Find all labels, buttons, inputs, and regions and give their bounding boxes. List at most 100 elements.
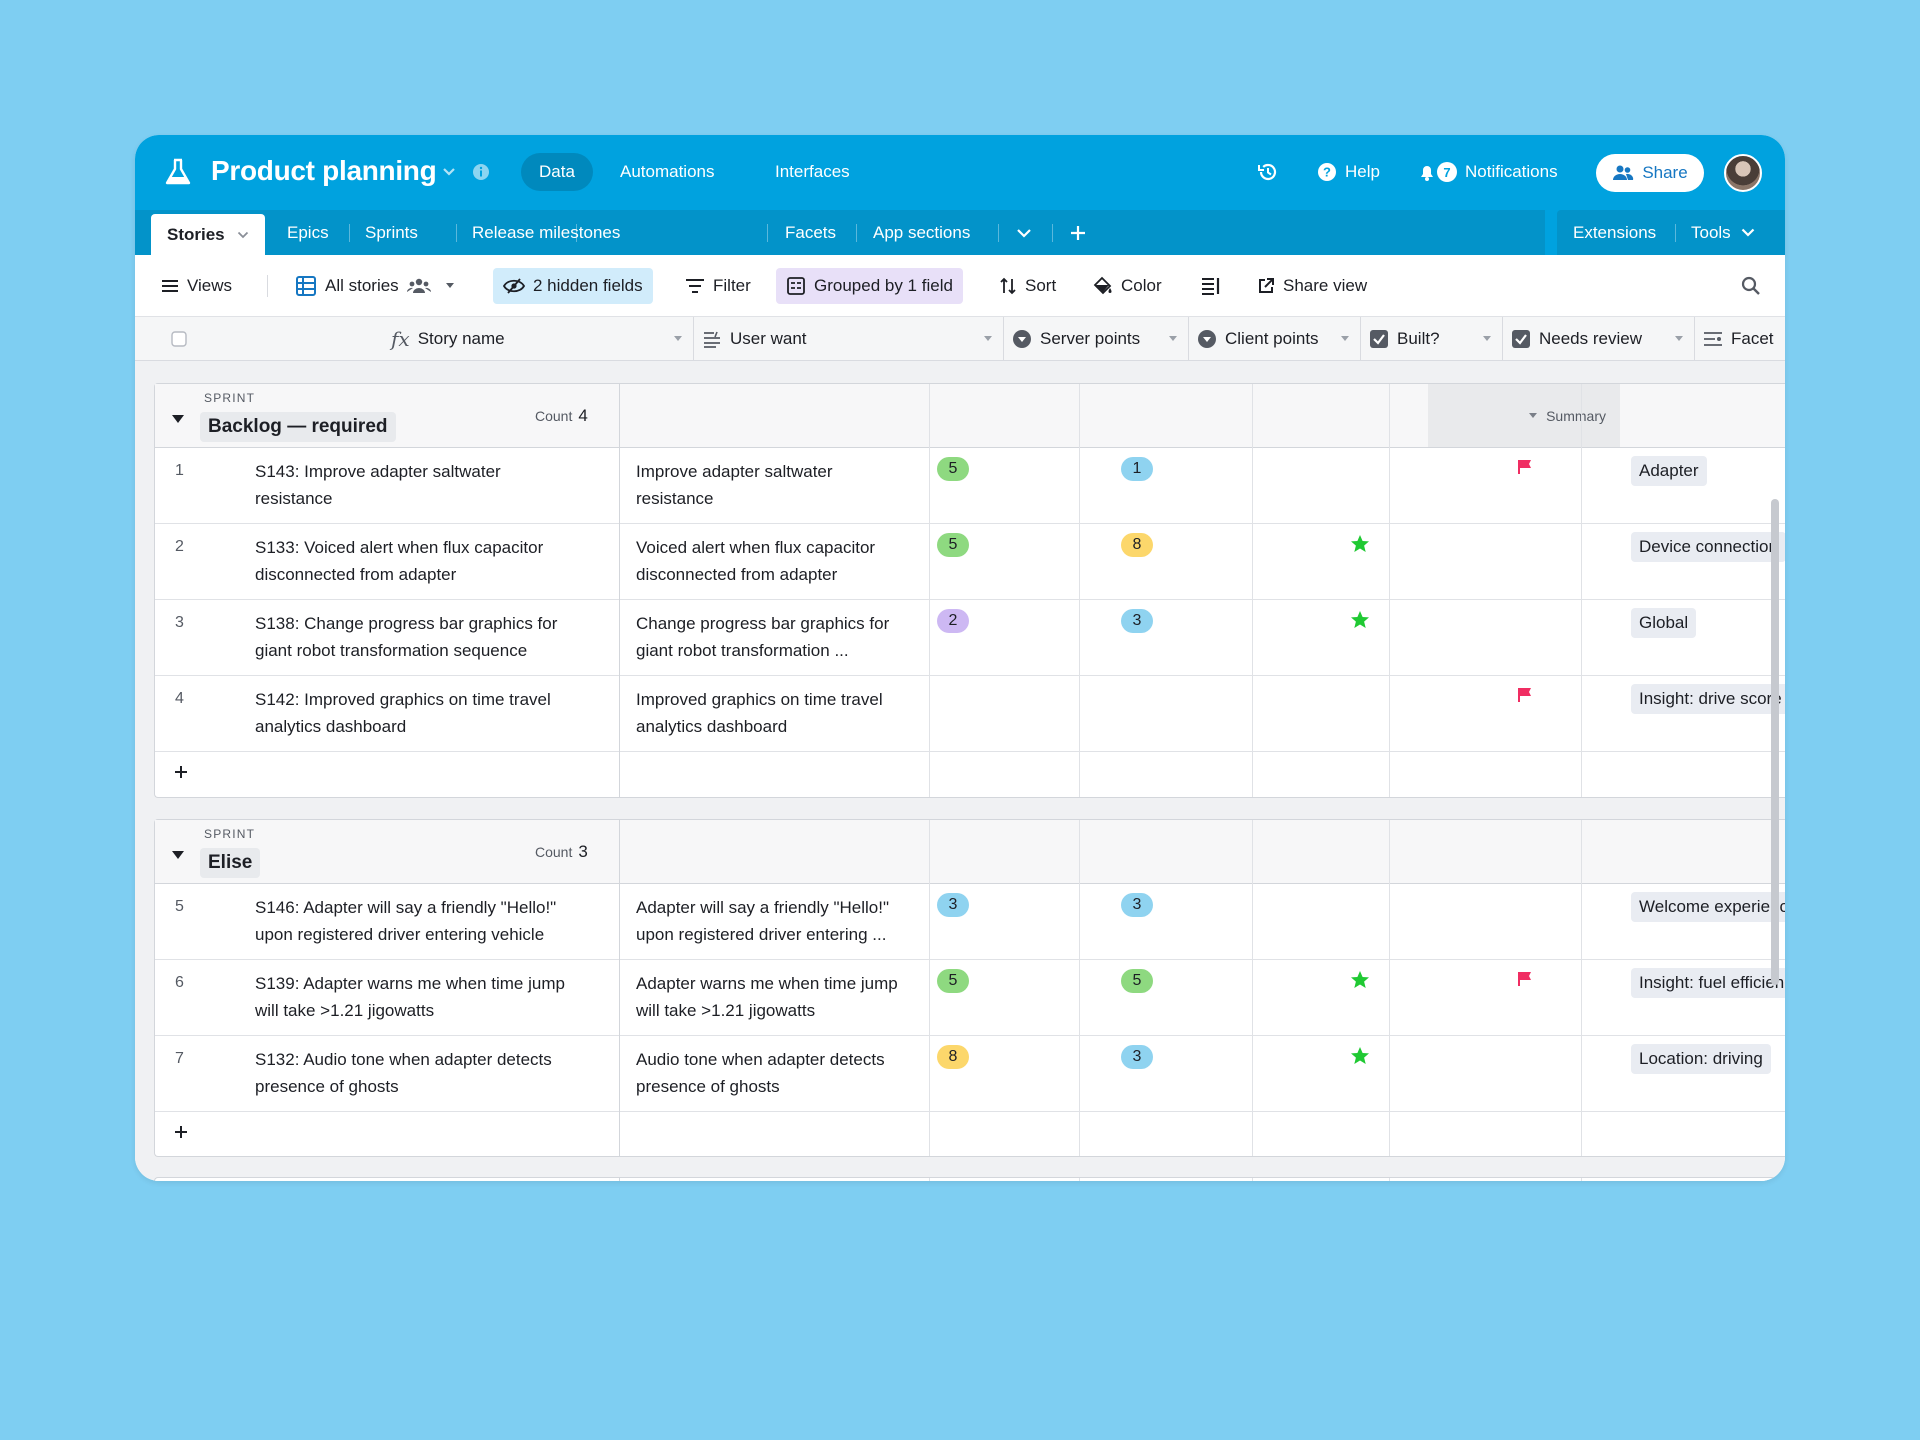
column-built[interactable]: Built? <box>1361 317 1503 361</box>
tab-release-milestones[interactable]: Release milestones <box>472 222 621 242</box>
share-button[interactable]: Share <box>1596 154 1704 192</box>
user-want-cell[interactable]: Voiced alert when flux capacitor disconne… <box>636 534 921 588</box>
user-want-cell[interactable]: Improve adapter saltwater resistance <box>636 458 921 512</box>
collapse-triangle-icon[interactable] <box>171 414 185 424</box>
server-points-badge[interactable]: 2 <box>937 609 969 633</box>
tab-stories[interactable]: Stories <box>151 214 265 255</box>
user-want-cell[interactable]: Adapter will say a friendly "Hello!" upon… <box>636 894 921 948</box>
avatar[interactable] <box>1724 154 1762 192</box>
table-row[interactable]: 5 S146: Adapter will say a friendly "Hell… <box>155 884 1785 960</box>
facet-chip[interactable]: Welcome experience <box>1631 892 1785 922</box>
add-table-button[interactable] <box>1070 210 1086 255</box>
table-row[interactable]: 2 S133: Voiced alert when flux capacitor d… <box>155 524 1785 600</box>
story-name-cell[interactable]: S146: Adapter will say a friendly "Hello… <box>255 894 605 948</box>
caret-down-icon[interactable] <box>1168 335 1178 343</box>
caret-down-icon[interactable] <box>1340 335 1350 343</box>
notifications-button[interactable]: 7 Notifications <box>1417 153 1558 191</box>
row-height-button[interactable] <box>1190 268 1232 304</box>
chevron-down-icon[interactable] <box>237 231 249 239</box>
select-all-checkbox[interactable] <box>135 317 215 361</box>
extensions-button[interactable]: Extensions <box>1573 222 1657 242</box>
story-name-cell[interactable]: S139: Adapter warns me when time jump wil… <box>255 970 605 1024</box>
hidden-fields-button[interactable]: 2 hidden fields <box>493 268 653 304</box>
nav-interfaces[interactable]: Interfaces <box>775 162 850 181</box>
story-name-cell[interactable]: S142: Improved graphics on time travel an… <box>255 686 605 740</box>
server-points-badge[interactable]: 5 <box>937 533 969 557</box>
user-want-cell[interactable]: Improved graphics on time travel analytic… <box>636 686 921 740</box>
flask-icon[interactable] <box>163 157 193 187</box>
add-record-row[interactable] <box>155 752 1785 796</box>
server-points-badge[interactable]: 3 <box>937 893 969 917</box>
filter-button[interactable]: Filter <box>675 268 761 304</box>
facet-chip[interactable]: Insight: drive score <box>1631 684 1785 714</box>
help-button[interactable]: ? Help <box>1317 153 1380 191</box>
story-name-cell[interactable]: S132: Audio tone when adapter detects pre… <box>255 1046 605 1100</box>
tools-button[interactable]: Tools <box>1691 210 1755 255</box>
user-want-cell[interactable]: Audio tone when adapter detects presence … <box>636 1046 921 1100</box>
flag-icon[interactable] <box>1517 459 1533 475</box>
user-want-cell[interactable]: Adapter warns me when time jump will take… <box>636 970 921 1024</box>
client-points-badge[interactable]: 3 <box>1121 1045 1153 1069</box>
star-icon[interactable] <box>1350 970 1370 990</box>
tab-app-sections[interactable]: App sections <box>873 222 971 242</box>
column-client-points[interactable]: Client points <box>1189 317 1361 361</box>
add-record-row[interactable] <box>155 1112 1785 1156</box>
column-facet[interactable]: Facet <box>1695 317 1785 361</box>
history-button[interactable] <box>1257 153 1279 191</box>
tab-epics[interactable]: Epics <box>287 222 329 242</box>
column-user-want[interactable]: User want <box>694 317 1004 361</box>
flag-icon[interactable] <box>1517 687 1533 703</box>
table-row[interactable]: 3 S138: Change progress bar graphics for g… <box>155 600 1785 676</box>
facet-chip[interactable]: Insight: fuel efficiency <box>1631 968 1785 998</box>
story-name-cell[interactable]: S138: Change progress bar graphics for gi… <box>255 610 605 664</box>
server-points-badge[interactable]: 5 <box>937 457 969 481</box>
info-icon[interactable] <box>472 163 490 181</box>
caret-down-icon[interactable] <box>983 335 993 343</box>
color-button[interactable]: Color <box>1083 268 1172 304</box>
flag-icon[interactable] <box>1517 971 1533 987</box>
facet-chip[interactable]: Adapter <box>1631 456 1707 486</box>
share-view-button[interactable]: Share view <box>1247 268 1377 304</box>
tab-facets[interactable]: Facets <box>785 222 837 242</box>
client-points-badge[interactable]: 1 <box>1121 457 1153 481</box>
table-row[interactable]: 6 S139: Adapter warns me when time jump wi… <box>155 960 1785 1036</box>
star-icon[interactable] <box>1350 534 1370 554</box>
table-row[interactable]: 1 S143: Improve adapter saltwater resistan… <box>155 448 1785 524</box>
views-button[interactable]: Views <box>151 268 242 304</box>
story-name-cell[interactable]: S133: Voiced alert when flux capacitor di… <box>255 534 605 588</box>
column-story-name[interactable]: fx Story name <box>215 317 694 361</box>
vertical-scrollbar[interactable] <box>1771 499 1779 985</box>
client-points-badge[interactable]: 5 <box>1121 969 1153 993</box>
server-points-badge[interactable]: 8 <box>937 1045 969 1069</box>
base-title[interactable]: Product planning <box>211 155 437 186</box>
tab-sprints[interactable]: Sprints <box>365 222 418 242</box>
facet-chip[interactable]: Location: driving <box>1631 1044 1771 1074</box>
star-icon[interactable] <box>1350 610 1370 630</box>
caret-down-icon[interactable] <box>673 335 683 343</box>
server-points-badge[interactable]: 5 <box>937 969 969 993</box>
collapse-triangle-icon[interactable] <box>171 850 185 860</box>
nav-automations[interactable]: Automations <box>620 162 715 181</box>
facet-chip[interactable]: Global <box>1631 608 1697 638</box>
table-row[interactable]: 4 S142: Improved graphics on time travel a… <box>155 676 1785 752</box>
story-name-cell[interactable]: S143: Improve adapter saltwater resistanc… <box>255 458 605 512</box>
chevron-down-icon[interactable] <box>442 167 456 177</box>
view-switcher[interactable]: All stories <box>285 268 465 304</box>
search-button[interactable] <box>1731 268 1771 304</box>
more-tabs-button[interactable] <box>1016 210 1032 255</box>
user-want-cell[interactable]: Change progress bar graphics for giant ro… <box>636 610 921 664</box>
table-row[interactable]: 7 S132: Audio tone when adapter detects pr… <box>155 1036 1785 1112</box>
client-points-badge[interactable]: 3 <box>1121 893 1153 917</box>
caret-down-icon[interactable] <box>1674 335 1684 343</box>
caret-down-icon[interactable] <box>1482 335 1492 343</box>
column-server-points[interactable]: Server points <box>1004 317 1189 361</box>
sort-button[interactable]: Sort <box>989 268 1066 304</box>
client-points-badge[interactable]: 3 <box>1121 609 1153 633</box>
nav-data[interactable]: Data <box>521 153 593 191</box>
column-needs-review[interactable]: Needs review <box>1503 317 1695 361</box>
client-points-badge[interactable]: 8 <box>1121 533 1153 557</box>
star-icon[interactable] <box>1350 1046 1370 1066</box>
group-button[interactable]: Grouped by 1 field <box>776 268 963 304</box>
summary-cell[interactable]: Summary <box>1428 384 1620 447</box>
facet-chip[interactable]: Device connection <box>1631 532 1785 562</box>
